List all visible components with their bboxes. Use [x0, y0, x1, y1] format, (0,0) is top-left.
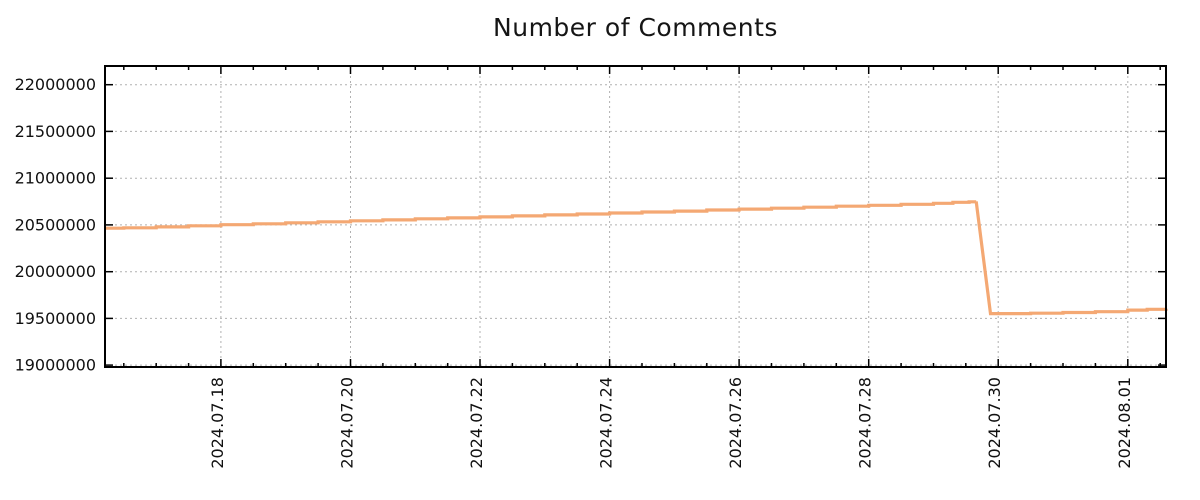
x-tick-label: 2024.07.24 — [597, 377, 616, 469]
y-tick-label: 20500000 — [15, 215, 96, 234]
y-tick-label: 20000000 — [15, 262, 96, 281]
y-tick-label: 22000000 — [15, 75, 96, 94]
x-tick-label: 2024.07.28 — [856, 377, 875, 469]
x-tick-label: 2024.07.22 — [467, 377, 486, 469]
x-tick-label: 2024.07.18 — [208, 377, 227, 469]
plot-border — [104, 65, 1167, 368]
series-line — [105, 200, 1168, 316]
x-tick-label: 2024.07.30 — [985, 377, 1004, 469]
y-tick-label: 21500000 — [15, 122, 96, 141]
x-tick-label: 2024.07.26 — [726, 377, 745, 469]
chart-title: Number of Comments — [493, 13, 778, 42]
y-tick-label: 19000000 — [15, 356, 96, 375]
y-tick-label: 19500000 — [15, 309, 96, 328]
x-tick-label: 2024.08.01 — [1115, 377, 1134, 469]
x-tick-label: 2024.07.20 — [338, 377, 357, 469]
y-tick-label: 21000000 — [15, 169, 96, 188]
